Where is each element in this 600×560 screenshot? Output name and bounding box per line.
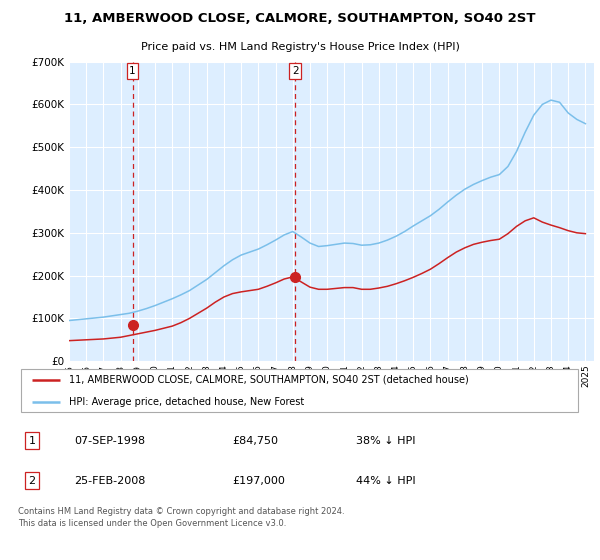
Text: 38% ↓ HPI: 38% ↓ HPI (356, 436, 416, 446)
Text: Price paid vs. HM Land Registry's House Price Index (HPI): Price paid vs. HM Land Registry's House … (140, 43, 460, 52)
Text: £197,000: £197,000 (232, 475, 285, 486)
Text: 1: 1 (29, 436, 35, 446)
Text: 2: 2 (29, 475, 35, 486)
Text: 2: 2 (292, 66, 299, 76)
Text: 07-SEP-1998: 07-SEP-1998 (74, 436, 146, 446)
Text: 44% ↓ HPI: 44% ↓ HPI (356, 475, 416, 486)
Text: HPI: Average price, detached house, New Forest: HPI: Average price, detached house, New … (69, 396, 304, 407)
FancyBboxPatch shape (21, 368, 578, 413)
Text: 11, AMBERWOOD CLOSE, CALMORE, SOUTHAMPTON, SO40 2ST (detached house): 11, AMBERWOOD CLOSE, CALMORE, SOUTHAMPTO… (69, 375, 469, 385)
Text: 25-FEB-2008: 25-FEB-2008 (74, 475, 146, 486)
Text: 1: 1 (129, 66, 136, 76)
Text: Contains HM Land Registry data © Crown copyright and database right 2024.
This d: Contains HM Land Registry data © Crown c… (18, 507, 344, 528)
Text: £84,750: £84,750 (232, 436, 278, 446)
Text: 11, AMBERWOOD CLOSE, CALMORE, SOUTHAMPTON, SO40 2ST: 11, AMBERWOOD CLOSE, CALMORE, SOUTHAMPTO… (64, 12, 536, 25)
